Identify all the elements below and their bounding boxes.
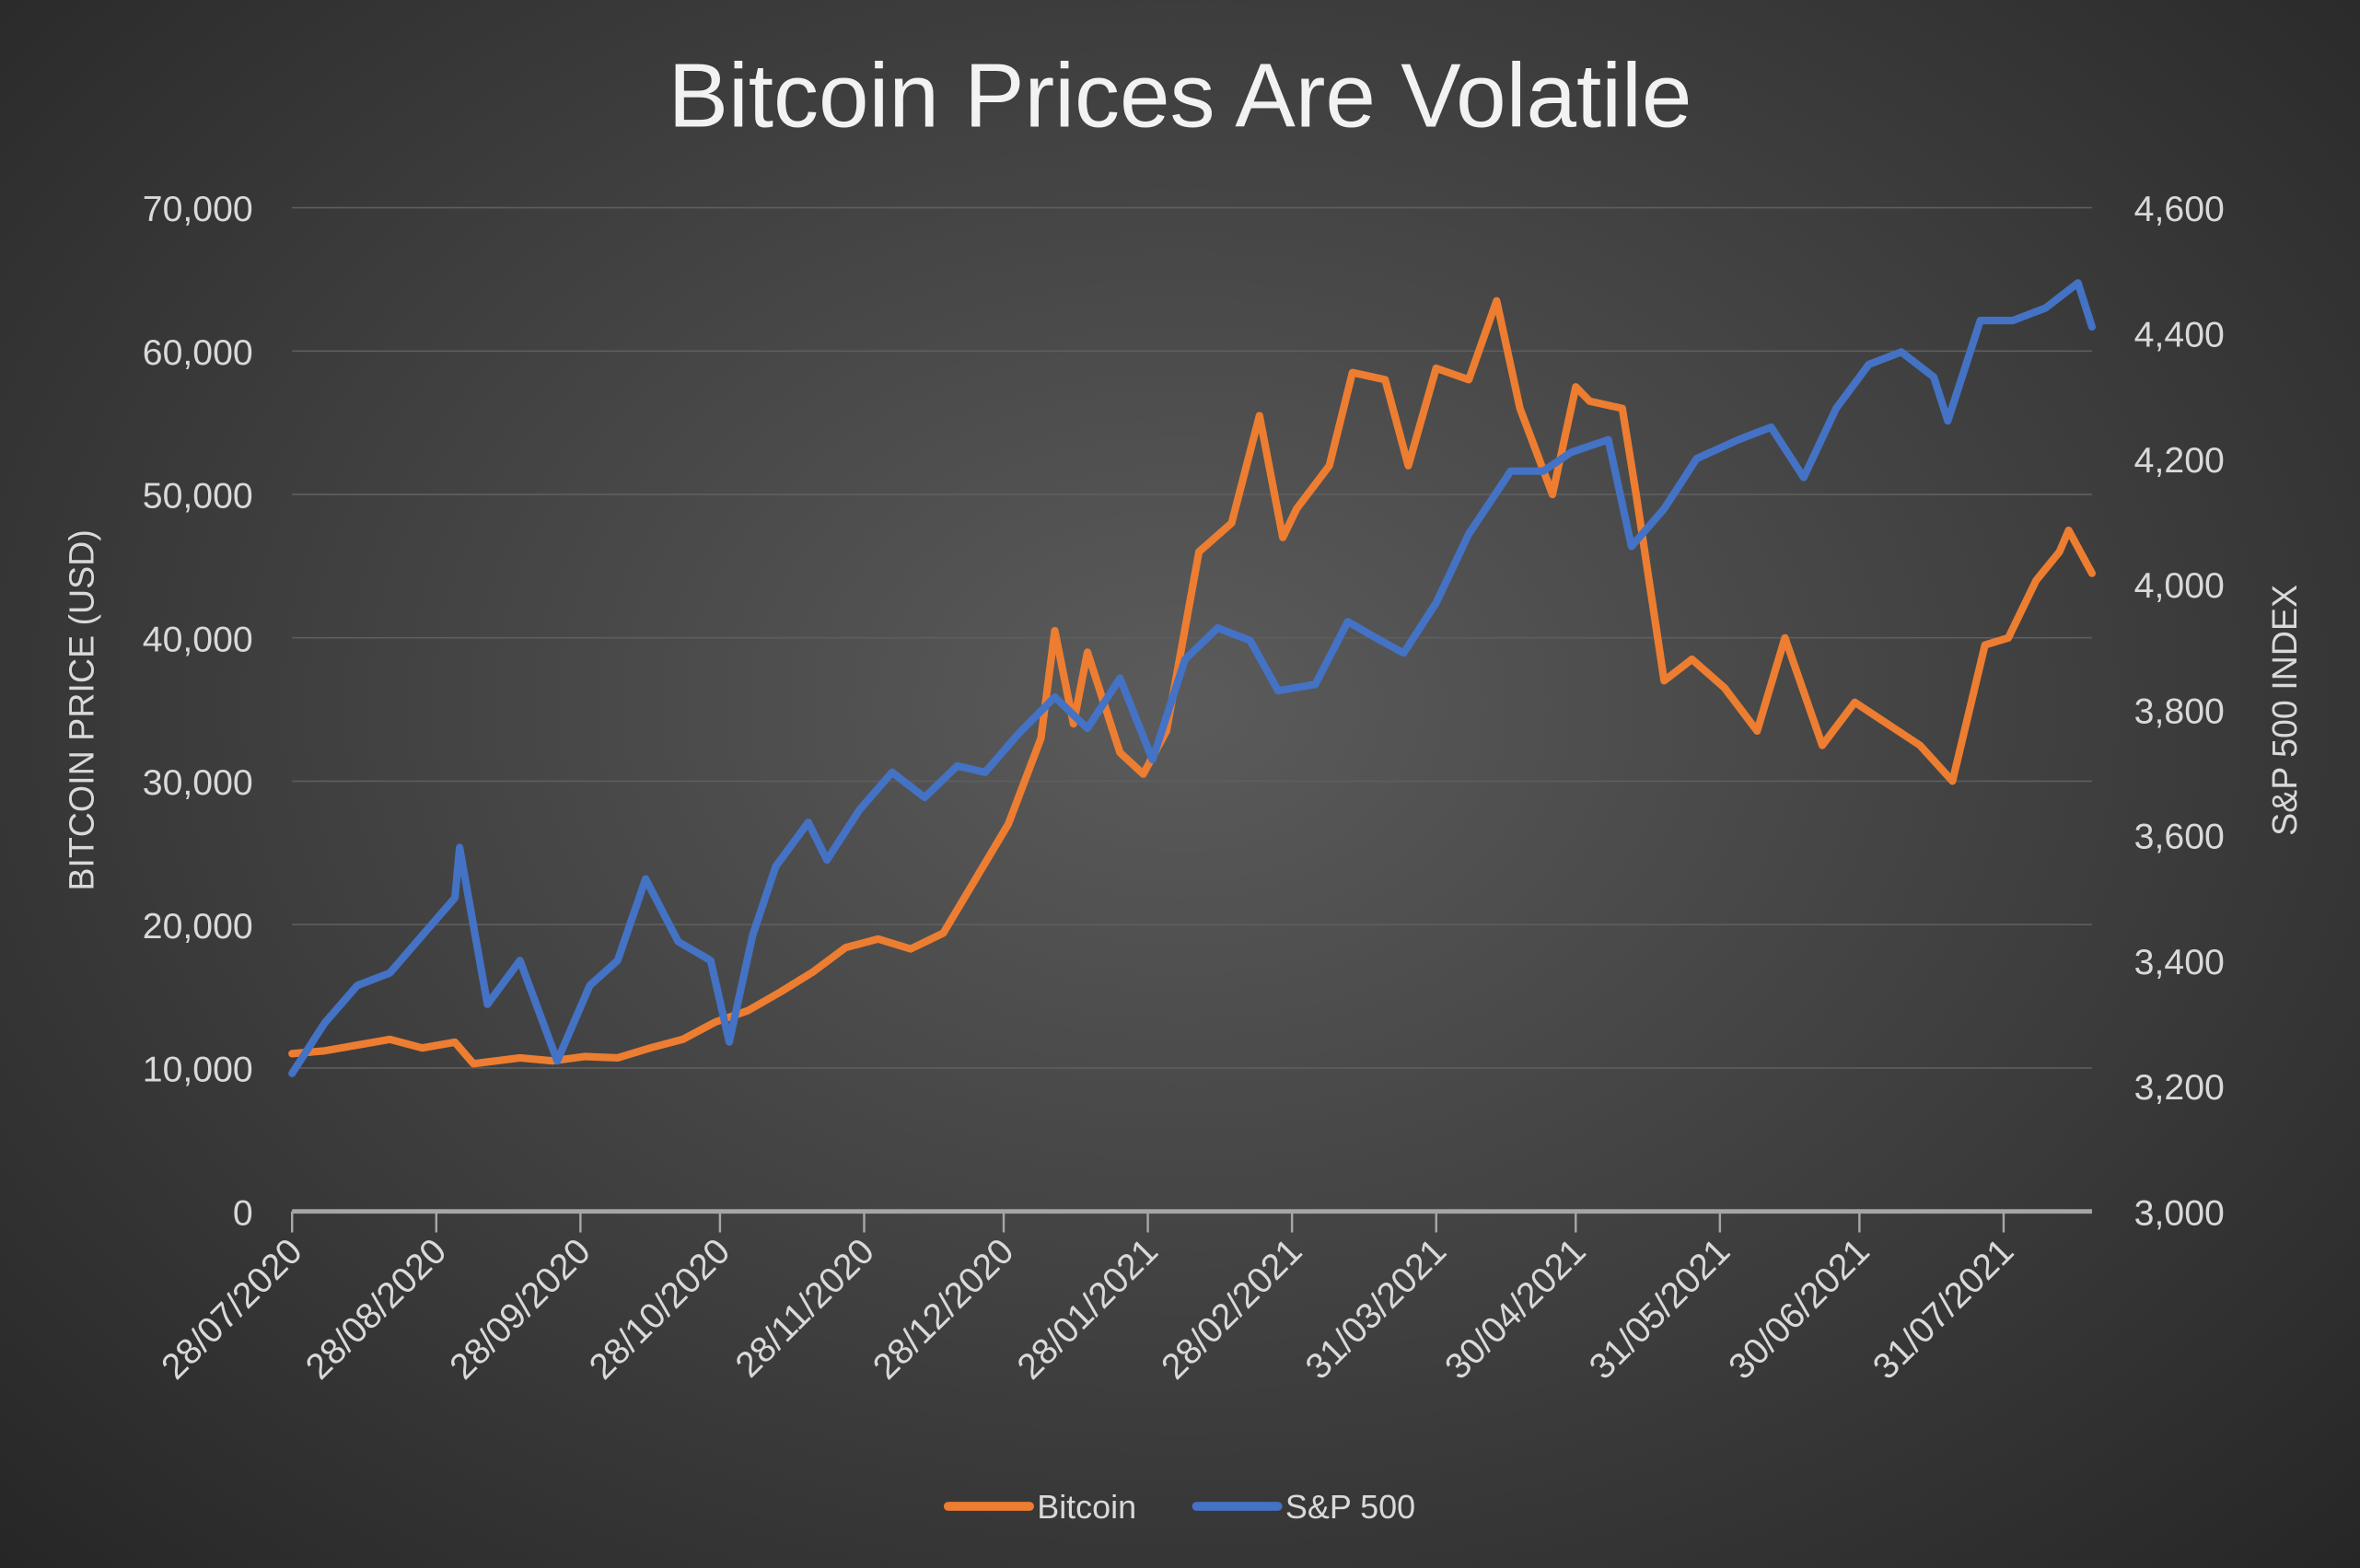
x-tick-label: 31/07/2021 [1865,1231,2021,1388]
x-tick-label: 28/08/2020 [297,1231,454,1388]
y2-tick-label: 3,600 [2134,817,2225,857]
gridlines [292,206,2092,1069]
y-tick-label: 70,000 [143,189,253,229]
y-tick-label: 30,000 [143,762,253,803]
x-tick-label: 28/02/2021 [1154,1231,1310,1388]
y-tick-label: 20,000 [143,906,253,947]
legend-label-bitcoin: Bitcoin [1037,1488,1136,1526]
legend: Bitcoin S&P 500 [943,1488,1415,1526]
x-tick-label: 28/07/2020 [154,1231,310,1388]
y-tick-label: 60,000 [143,332,253,373]
x-tick-label: 28/09/2020 [442,1231,599,1388]
x-tick-label: 31/03/2021 [1297,1231,1454,1388]
series-lines [288,279,2097,1077]
y-tick-label: 0 [233,1192,253,1233]
y2-tick-label: 3,800 [2134,691,2225,731]
y2-tick-label: 3,000 [2134,1192,2225,1233]
x-tick-label: 31/05/2021 [1581,1231,1738,1388]
y-tick-label: 40,000 [143,619,253,659]
y2-tick-label: 4,200 [2134,440,2225,481]
x-tick-label: 28/12/2020 [866,1231,1022,1388]
x-tick-label: 28/10/2020 [581,1231,738,1388]
x-tick-label: 28/11/2020 [727,1231,882,1386]
legend-label-sp500: S&P 500 [1285,1488,1415,1526]
y2-tick-label: 3,400 [2134,942,2225,982]
x-tick-label: 28/01/2021 [1009,1231,1166,1388]
y2-tick-label: 4,600 [2134,189,2225,229]
y-axis-label: BITCOIN PRICE (USD) [62,529,100,891]
y2-tick-label: 4,400 [2134,315,2225,355]
x-tick-label: 30/06/2021 [1721,1231,1878,1388]
y2-axis-label: S&P 500 INDEX [2265,585,2304,836]
x-tick-label: 30/04/2021 [1437,1231,1594,1388]
y-tick-label: 50,000 [143,476,253,517]
chart-title: Bitcoin Prices Are Volatile [668,44,1692,145]
series-line-bitcoin [288,296,2097,1068]
axes: 0 10,000 20,000 30,000 40,000 50,000 60,000 70,… [143,189,2225,1387]
y2-tick-label: 4,000 [2134,565,2225,606]
y2-tick-label: 3,200 [2134,1067,2225,1108]
y-tick-label: 10,000 [143,1050,253,1090]
series-line-sp500 [288,279,2097,1077]
